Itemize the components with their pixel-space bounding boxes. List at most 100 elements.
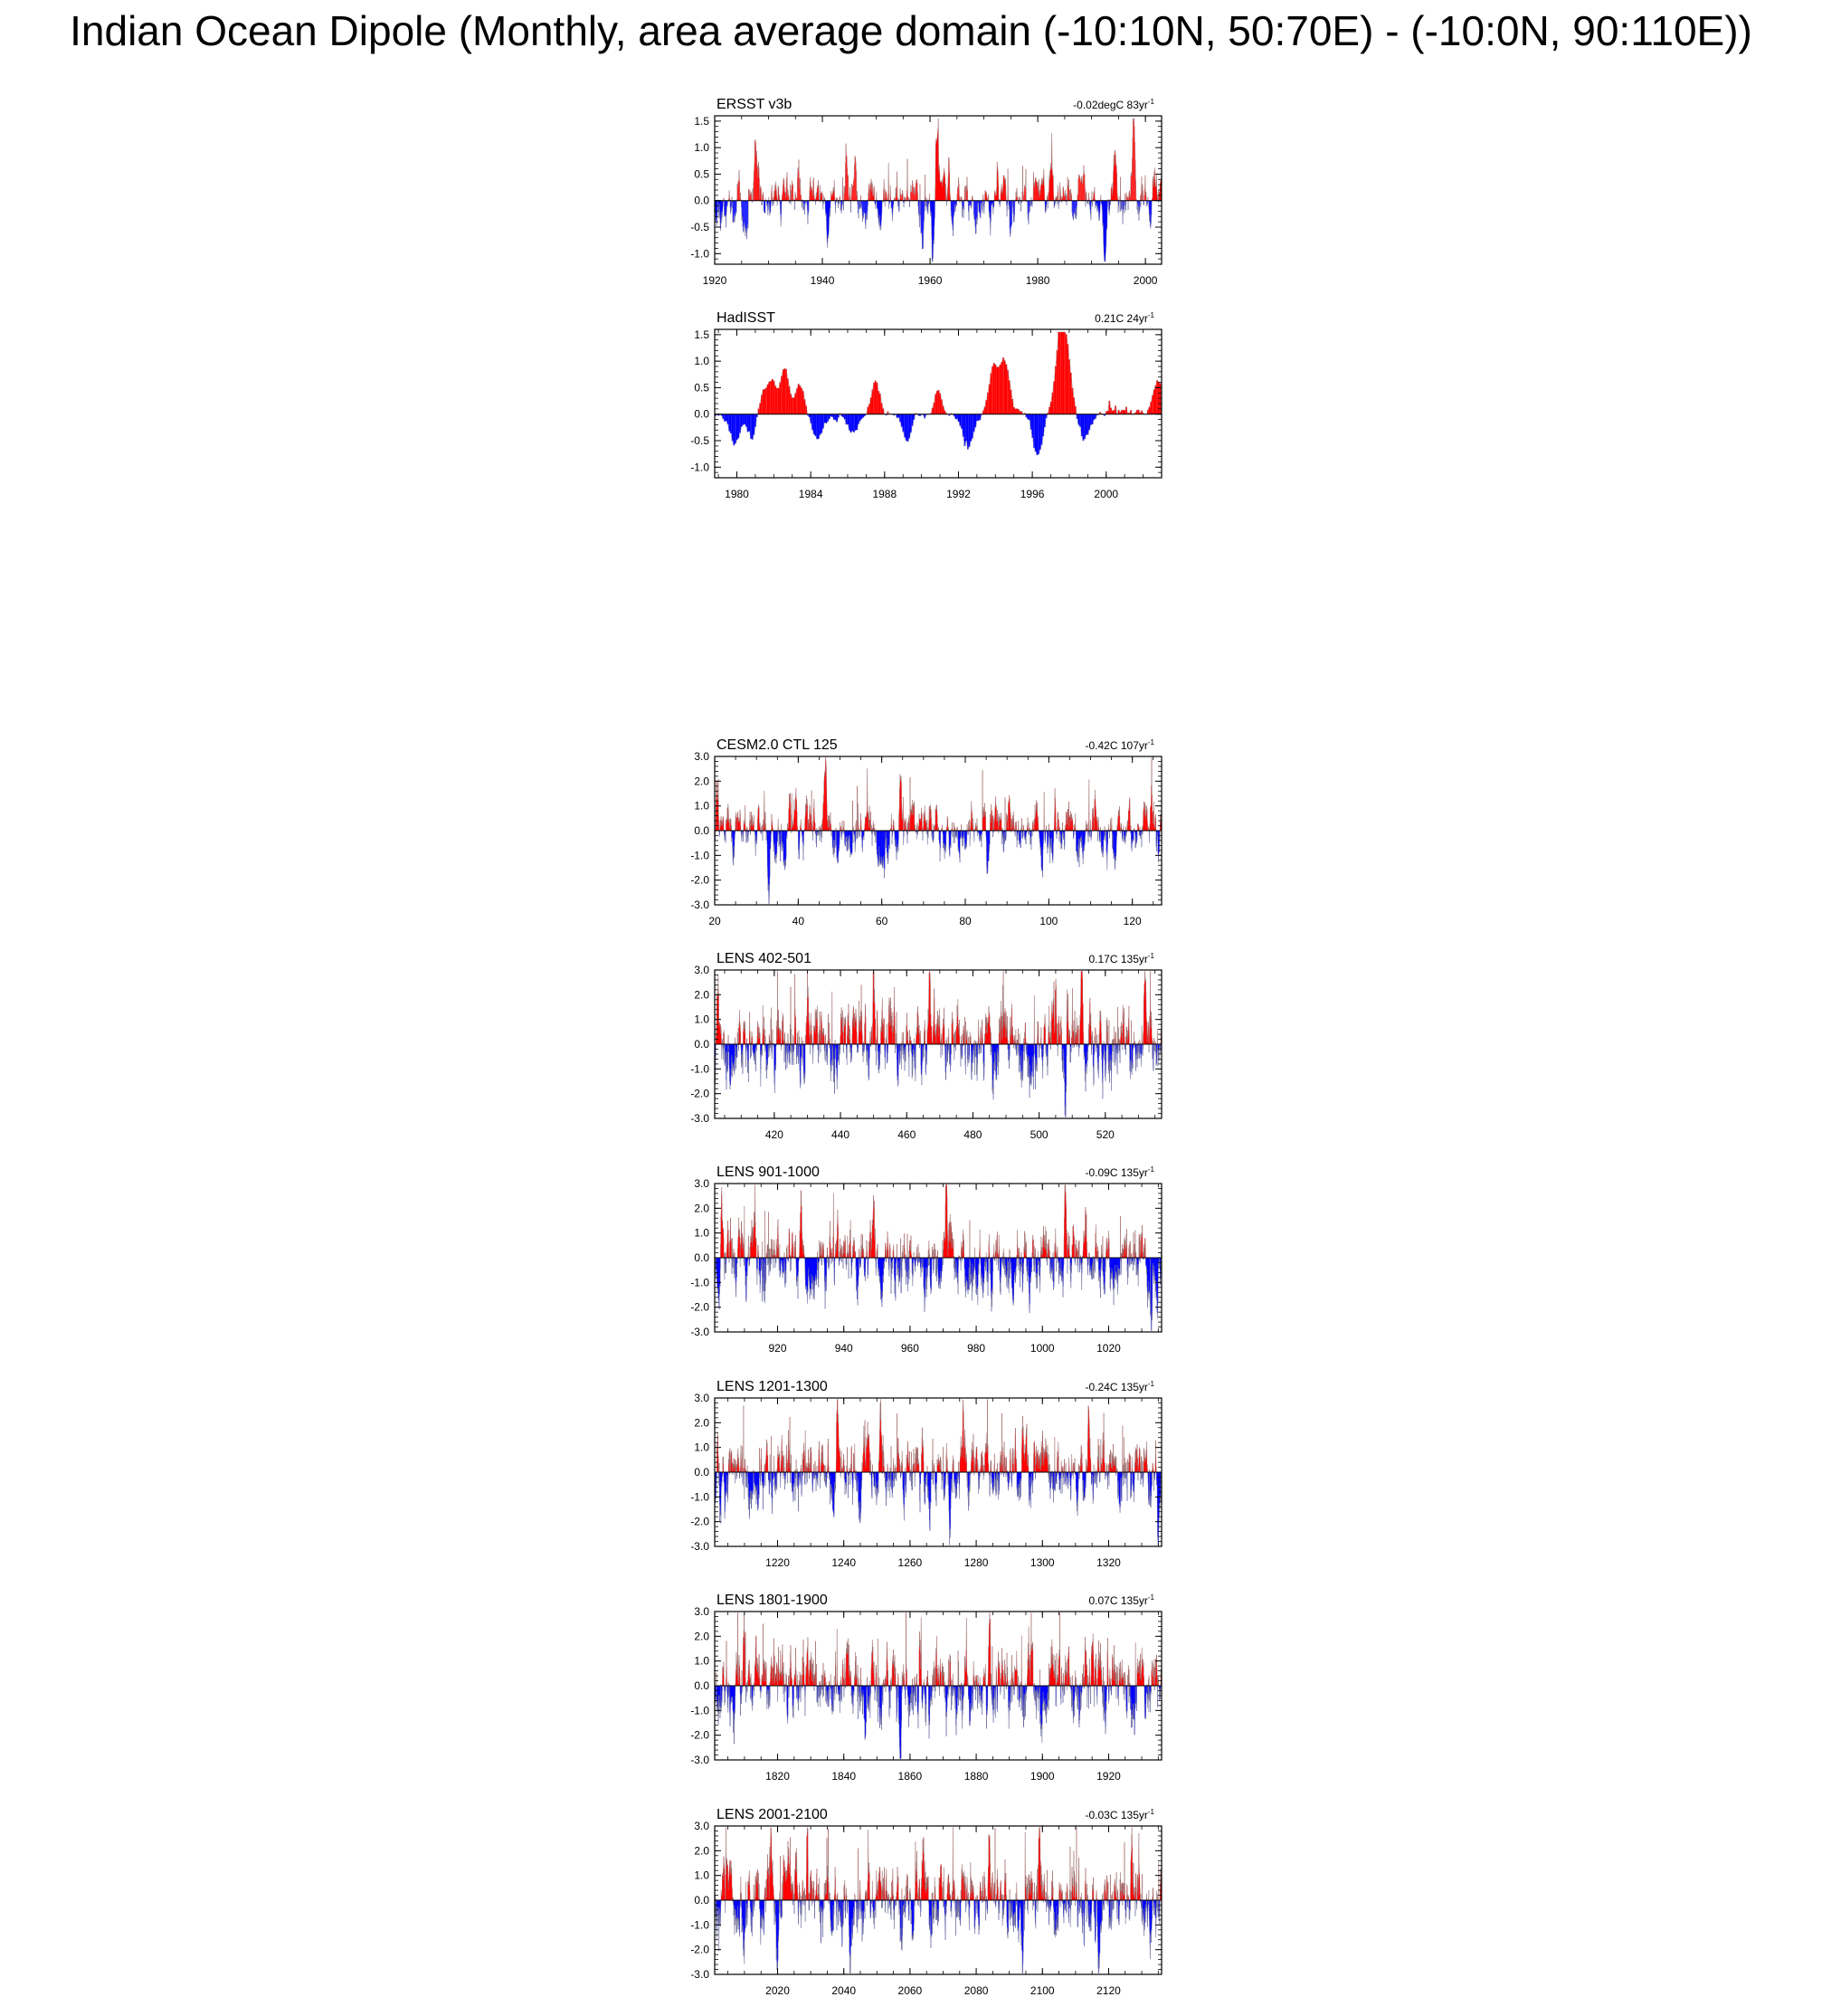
x-tick-label: 500 (1030, 1128, 1049, 1141)
negative-bar (813, 414, 815, 434)
positive-bar (787, 378, 789, 414)
positive-bar (932, 408, 934, 414)
y-tick-label: -3.0 (690, 1112, 709, 1125)
positive-bar (793, 397, 795, 414)
negative-bar (825, 414, 827, 423)
negative-bar (978, 414, 980, 421)
positive-bar (1057, 350, 1058, 414)
negative-bar (961, 414, 963, 429)
negative-bar (738, 414, 740, 438)
x-tick-label: 1940 (811, 274, 835, 287)
x-tick-label: 460 (897, 1128, 916, 1141)
negative-bar (858, 414, 859, 424)
trend-exponent: -1 (1148, 98, 1155, 106)
negative-bar (723, 414, 725, 419)
panel-title: LENS 901-1000 (716, 1165, 820, 1180)
negative-bar (726, 414, 727, 422)
y-tick-label: 2.0 (694, 775, 709, 787)
negative-bar (1039, 414, 1041, 450)
negative-bar (908, 414, 910, 439)
trend-label: -0.42C 107yr-1 (1086, 738, 1155, 752)
negative-bar (970, 414, 972, 442)
negative-bar (816, 414, 818, 440)
positive-bar (995, 365, 997, 414)
x-tick-label: 40 (792, 915, 805, 927)
positive-bar (868, 404, 870, 414)
negative-bar (745, 414, 747, 427)
trend-value: 0.17C 135yr (1089, 953, 1148, 965)
x-tick-label: 1920 (703, 274, 727, 287)
x-tick-label: 1992 (946, 488, 971, 500)
negative-bar (1090, 414, 1092, 425)
negative-bar (735, 414, 736, 443)
x-tick-label: 480 (963, 1128, 982, 1141)
x-tick-label: 1988 (872, 488, 897, 500)
x-tick-label: 120 (1124, 915, 1142, 927)
positive-bar (873, 383, 875, 414)
panel-title: LENS 402-501 (716, 951, 811, 966)
positive-bar (772, 379, 773, 414)
y-tick-label: 3.0 (694, 750, 709, 763)
negative-bar (1079, 414, 1081, 427)
negative-bar (976, 414, 978, 422)
positive-bar (1001, 362, 1002, 414)
negative-bar (924, 414, 925, 419)
negative-bar (818, 414, 820, 439)
positive-bar (996, 367, 998, 414)
chart-panel-5: LENS 901-1000-0.09C 135yr-1-3.0-2.0-1.00… (660, 1153, 1221, 1374)
panel-title: CESM2.0 CTL 125 (716, 737, 838, 753)
negative-bar (1087, 414, 1089, 435)
chart-panel-1: ERSST v3b-0.02degC 83yr-1-1.0-0.50.00.51… (660, 85, 1221, 306)
y-tick-label: -2.0 (690, 874, 709, 887)
positive-bar (789, 386, 791, 414)
positive-bar (785, 369, 787, 414)
y-tick-label: 1.0 (694, 355, 709, 367)
positive-bar (1049, 407, 1050, 414)
positive-bar (779, 383, 781, 414)
x-tick-label: 60 (876, 915, 888, 927)
positive-bar (1016, 408, 1018, 414)
positive-bar (938, 390, 940, 414)
positive-bar (875, 381, 877, 414)
x-tick-label: 100 (1039, 915, 1058, 927)
positive-bar (936, 391, 938, 414)
negative-bar (972, 414, 973, 439)
positive-bar (769, 382, 771, 414)
x-tick-label: 1984 (799, 488, 823, 500)
y-tick-label: -1.0 (690, 1062, 709, 1075)
positive-bar (1156, 380, 1158, 414)
positive-bar (1004, 360, 1006, 414)
positive-bar (774, 386, 776, 414)
negative-bar (1095, 414, 1096, 419)
positive-bar (1055, 366, 1057, 414)
x-tick-label: 2000 (1134, 274, 1158, 287)
negative-bar (732, 414, 734, 442)
negative-bar (730, 414, 732, 433)
negative-bar (897, 414, 899, 418)
negative-bar (1083, 414, 1085, 441)
positive-bar (998, 366, 1000, 414)
negative-bar (965, 414, 967, 442)
positive-bar (765, 387, 767, 414)
negative-bar (820, 414, 821, 435)
trend-exponent: -1 (1148, 952, 1155, 960)
negative-bar (980, 414, 982, 420)
negative-bar (733, 414, 735, 446)
positive-bar (1068, 344, 1069, 414)
y-tick-label: -3.0 (690, 899, 709, 911)
positive-bar (770, 381, 772, 414)
y-tick-label: 1.0 (694, 800, 709, 813)
negative-bar (956, 414, 958, 420)
positive-bar (1062, 332, 1064, 414)
negative-bar (967, 414, 969, 450)
y-tick-label: 1.5 (694, 115, 709, 128)
negative-bar (821, 414, 822, 433)
positive-bar (801, 388, 802, 414)
panel-title: HadISST (716, 310, 775, 326)
negative-bar (739, 414, 741, 433)
positive-bar (939, 394, 941, 414)
negative-bar (1044, 414, 1046, 427)
y-tick-label: 0.0 (694, 195, 709, 207)
positive-bar (1064, 332, 1066, 414)
trend-label: -0.02degC 83yr-1 (1073, 98, 1154, 111)
